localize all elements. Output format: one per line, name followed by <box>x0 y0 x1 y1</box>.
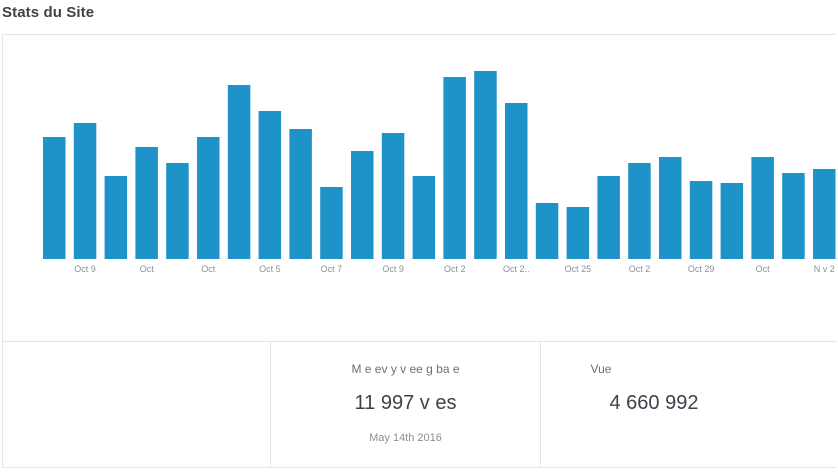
x-tick-label: Oct 25 <box>565 264 592 274</box>
x-tick-label: Oct 2 <box>444 264 466 274</box>
bar[interactable] <box>381 133 405 259</box>
stat-total-views: Vue 4 660 992 <box>541 342 837 468</box>
stats-panel: Oct 9 Oct Oct Oct 5 Oct 7 Oct 9 Oct 2 Oct 2.. Oc… <box>2 34 837 470</box>
bar[interactable] <box>474 71 497 259</box>
bar[interactable] <box>813 169 836 259</box>
bar[interactable] <box>320 187 343 259</box>
x-tick-label: N v 2 <box>814 264 835 274</box>
best-views-label: M e ev y v ee g ba e <box>351 362 460 376</box>
bar[interactable] <box>166 163 189 259</box>
best-views-value: 11 997 v es <box>354 392 457 414</box>
bar[interactable] <box>628 163 651 259</box>
bar[interactable] <box>782 173 805 259</box>
total-views-value: 4 660 992 <box>609 392 699 414</box>
bar[interactable] <box>412 176 436 259</box>
x-tick-label: Oct 9 <box>74 264 96 274</box>
x-tick-label: Oct 29 <box>688 264 715 274</box>
bar[interactable] <box>689 181 713 259</box>
bar[interactable] <box>751 157 774 259</box>
x-tick-label: Oct 7 <box>321 264 343 274</box>
stats-summary: M e ev y v ee g ba e 11 997 v es May 14t… <box>3 341 837 470</box>
x-tick-label: Oct 9 <box>382 264 404 274</box>
bar[interactable] <box>535 203 559 259</box>
stat-best-views: M e ev y v ee g ba e 11 997 v es May 14t… <box>271 342 541 468</box>
bar[interactable] <box>659 157 682 259</box>
bar[interactable] <box>505 103 528 259</box>
x-tick-label: Oct 5 <box>259 264 281 274</box>
stat-empty <box>3 342 271 468</box>
x-tick-label: Oct <box>201 264 216 274</box>
bar[interactable] <box>73 123 97 259</box>
bar[interactable] <box>289 129 312 259</box>
x-tick-label: Oct 2 <box>629 264 651 274</box>
bar[interactable] <box>258 111 282 259</box>
x-tick-label: Oct <box>140 264 155 274</box>
bar[interactable] <box>566 207 590 259</box>
bar[interactable] <box>104 176 128 259</box>
best-views-date: May 14th 2016 <box>369 432 442 444</box>
x-tick-label: Oct 2.. <box>503 264 530 274</box>
widget-title: Stats du Site <box>2 4 95 21</box>
bar[interactable] <box>197 137 220 259</box>
bar[interactable] <box>443 77 466 259</box>
bar-chart-svg: Oct 9 Oct Oct Oct 5 Oct 7 Oct 9 Oct 2 Oct 2.. Oc… <box>43 71 836 274</box>
bar[interactable] <box>351 151 374 259</box>
bar-chart: Oct 9 Oct Oct Oct 5 Oct 7 Oct 9 Oct 2 Oct 2.. Oc… <box>3 35 837 341</box>
total-views-label: Vue <box>590 362 612 376</box>
bar[interactable] <box>720 183 744 259</box>
bar[interactable] <box>135 147 158 259</box>
bar[interactable] <box>227 85 251 259</box>
bar[interactable] <box>43 137 66 259</box>
x-tick-label: Oct <box>756 264 771 274</box>
bar[interactable] <box>597 176 620 259</box>
